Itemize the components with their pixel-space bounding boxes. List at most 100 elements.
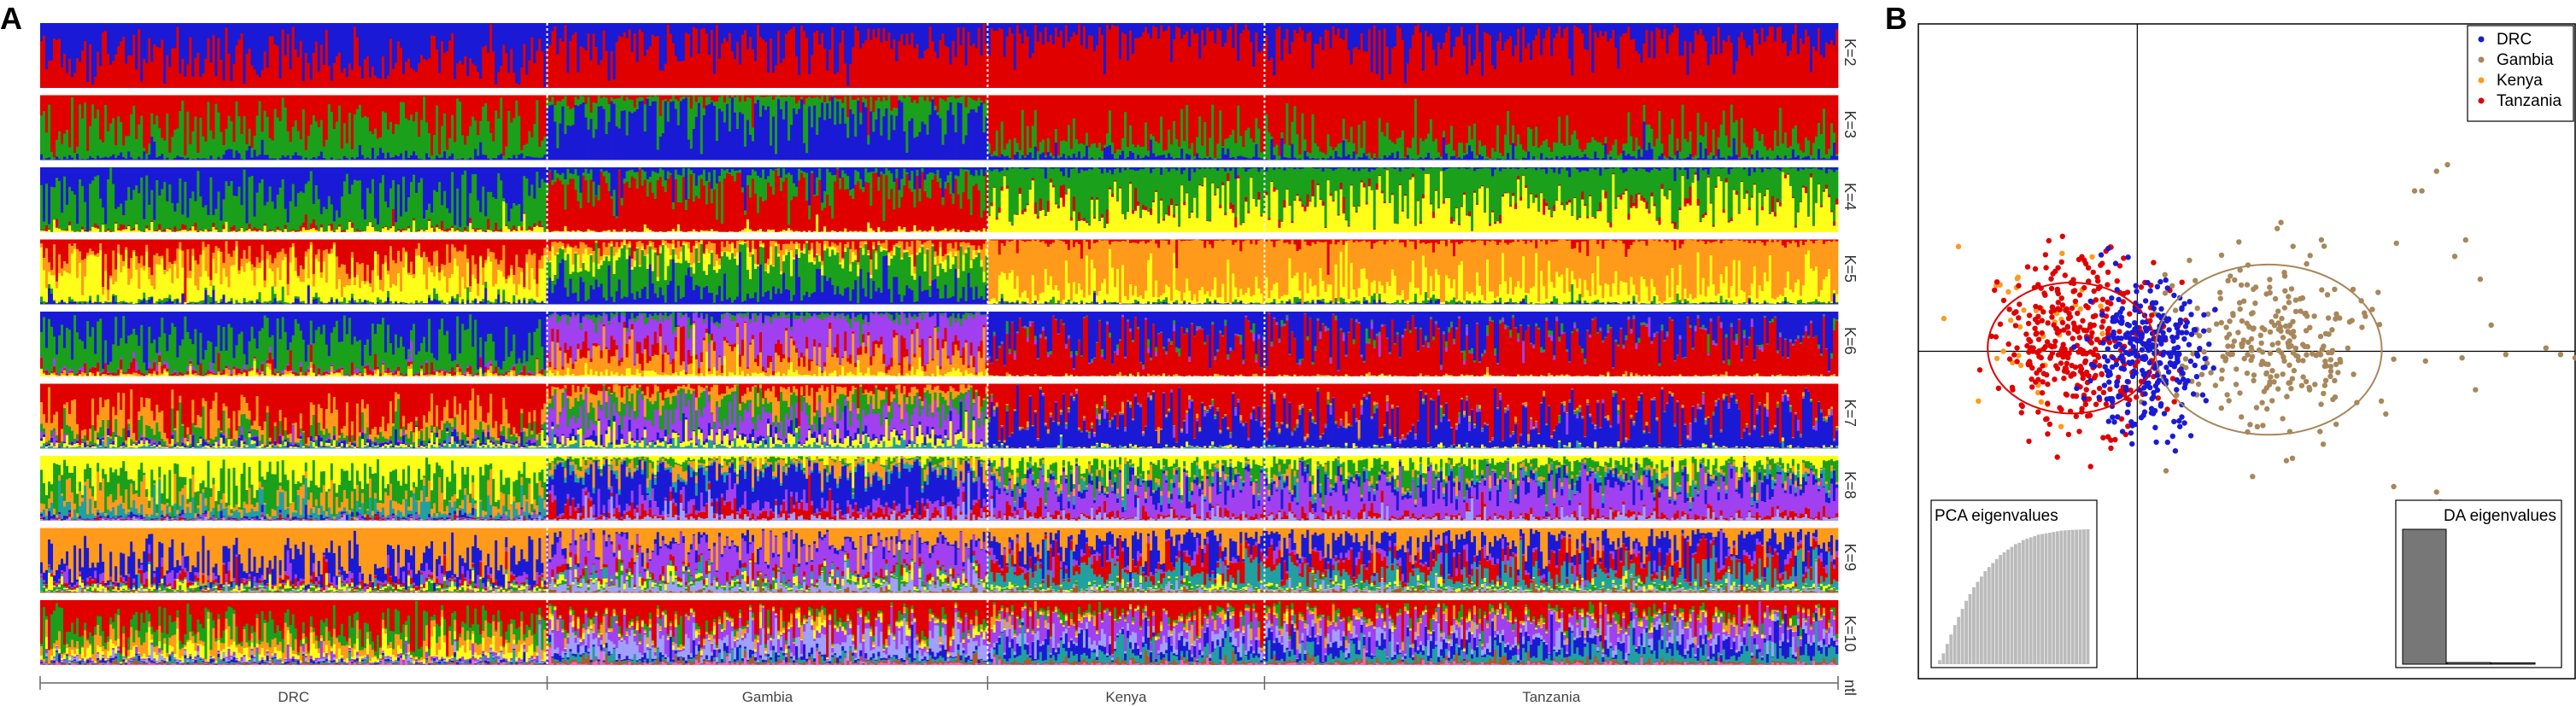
admixture-segment [716, 23, 718, 25]
admixture-segment [310, 79, 313, 88]
admixture-segment [1568, 59, 1571, 88]
admixture-segment [1835, 156, 1838, 160]
admixture-segment [548, 96, 551, 102]
admixture-segment [1604, 23, 1607, 32]
admixture-segment [1127, 61, 1129, 88]
admixture-segment [805, 96, 808, 99]
admixture-segment [1584, 149, 1586, 155]
admixture-segment [1078, 23, 1080, 24]
admixture-segment [402, 102, 405, 160]
admixture-segment [1700, 135, 1702, 143]
admixture-segment [364, 159, 366, 160]
admixture-segment [1509, 23, 1512, 36]
admixture-segment [1674, 25, 1677, 88]
admixture-segment [1345, 23, 1348, 28]
admixture-segment [1366, 156, 1368, 160]
admixture-segment [1573, 96, 1576, 131]
admixture-segment [854, 96, 857, 100]
admixture-segment [1065, 23, 1068, 25]
admixture-segment [1815, 96, 1818, 137]
admixture-segment [1823, 158, 1825, 160]
admixture-segment [1327, 96, 1330, 135]
admixture-segment [1063, 154, 1065, 160]
admixture-segment [1250, 23, 1252, 42]
admixture-segment [1219, 110, 1221, 159]
admixture-segment [523, 23, 525, 44]
admixture-segment [1042, 153, 1045, 160]
admixture-segment [451, 23, 454, 33]
admixture-segment [361, 118, 364, 155]
admixture-segment [1237, 156, 1239, 160]
admixture-segment [723, 123, 726, 160]
admixture-segment [1221, 96, 1224, 147]
admixture-segment [682, 99, 685, 160]
admixture-segment [1733, 138, 1736, 160]
admixture-segment [1558, 26, 1560, 88]
admixture-segment [1746, 23, 1748, 48]
admixture-segment [1736, 23, 1738, 61]
admixture-segment [963, 144, 965, 160]
admixture-segment [588, 33, 590, 88]
admixture-segment [1723, 40, 1725, 88]
admixture-segment [1314, 23, 1317, 44]
admixture-segment [1625, 23, 1627, 33]
admixture-segment [1669, 96, 1671, 135]
admixture-segment [372, 148, 374, 160]
admixture-segment [1224, 96, 1227, 139]
admixture-segment [1032, 158, 1034, 160]
admixture-segment [644, 23, 647, 55]
admixture-segment [849, 64, 852, 88]
admixture-segment [1753, 96, 1756, 129]
admixture-segment [1165, 96, 1168, 150]
admixture-segment [249, 96, 251, 129]
admixture-segment [649, 46, 652, 88]
admixture-segment [269, 23, 272, 36]
admixture-segment [1445, 145, 1448, 154]
admixture-segment [1830, 23, 1833, 40]
admixture-segment [315, 121, 318, 158]
admixture-segment [983, 132, 986, 160]
admixture-segment [1509, 96, 1512, 145]
admixture-segment [1476, 96, 1478, 155]
admixture-segment [931, 96, 934, 100]
admixture-segment [916, 23, 918, 44]
admixture-segment [520, 96, 523, 150]
admixture-segment [369, 159, 372, 160]
admixture-segment [1307, 23, 1309, 33]
admixture-segment [68, 147, 71, 155]
admixture-segment [680, 97, 682, 101]
admixture-segment [805, 98, 808, 153]
admixture-segment [1119, 149, 1121, 155]
admixture-segment [1368, 23, 1371, 29]
admixture-segment [1129, 151, 1132, 160]
admixture-segment [410, 68, 413, 88]
admixture-segment [1435, 66, 1437, 88]
admixture-segment [448, 156, 451, 160]
admixture-segment [104, 231, 107, 232]
admixture-segment [122, 37, 125, 88]
admixture-segment [130, 96, 132, 114]
admixture-segment [1396, 138, 1399, 151]
admixture-segment [384, 23, 387, 79]
admixture-segment [251, 23, 254, 66]
admixture-segment [1794, 96, 1797, 125]
admixture-segment [196, 96, 199, 153]
admixture-segment [1147, 96, 1150, 151]
admixture-segment [1399, 137, 1402, 159]
admixture-segment [387, 96, 389, 130]
admixture-segment [603, 31, 606, 88]
admixture-segment [1746, 48, 1748, 88]
admixture-segment [202, 96, 204, 137]
admixture-segment [1293, 30, 1296, 88]
admixture-segment [934, 96, 936, 106]
admixture-segment [1589, 143, 1591, 159]
admixture-segment [1299, 23, 1302, 27]
admixture-segment [1625, 96, 1627, 144]
admixture-segment [97, 225, 99, 228]
admixture-segment [297, 57, 300, 88]
admixture-segment [530, 38, 533, 88]
admixture-segment [736, 42, 739, 88]
admixture-segment [1802, 158, 1805, 160]
admixture-segment [698, 54, 700, 88]
admixture-segment [1255, 32, 1257, 88]
